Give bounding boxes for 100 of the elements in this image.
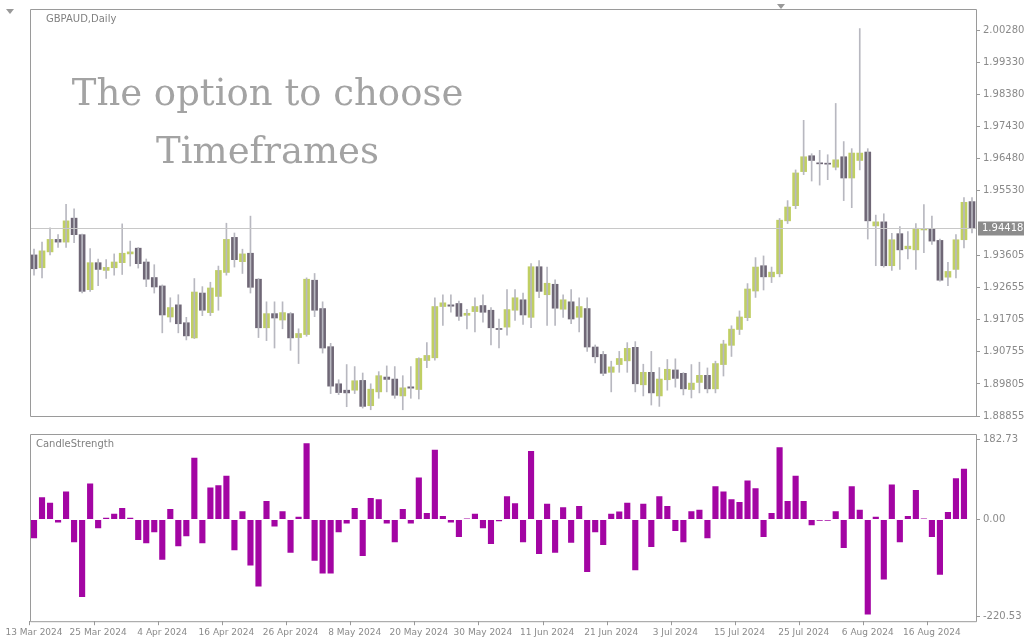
bar — [46, 502, 54, 519]
bar — [95, 519, 102, 529]
bar — [560, 507, 567, 519]
bar — [904, 515, 911, 519]
y-tick-label: -220.53 — [983, 609, 1022, 621]
x-tick-label: 3 Jul 2024 — [652, 626, 699, 637]
bar — [768, 512, 775, 519]
bar — [519, 519, 527, 543]
x-tick-label: 15 Jul 2024 — [714, 626, 766, 637]
bar — [936, 519, 943, 575]
bar — [183, 519, 190, 537]
bar — [656, 496, 663, 519]
bar — [87, 483, 94, 519]
x-tick-label: 20 May 2024 — [389, 626, 449, 637]
bar — [527, 451, 535, 519]
bar — [944, 512, 952, 519]
bar — [864, 519, 871, 615]
bar — [952, 478, 960, 519]
y-tick-label: 1.91705 — [983, 313, 1024, 325]
bar — [592, 519, 599, 533]
y-tick-label: 2.00280 — [983, 24, 1024, 36]
y-tick-label: 1.95530 — [983, 184, 1024, 196]
y-tick-label: 1.93605 — [983, 249, 1024, 261]
x-tick-label: 6 Aug 2024 — [841, 626, 894, 637]
bar — [624, 502, 631, 519]
bar — [415, 477, 422, 519]
bar — [367, 498, 374, 519]
y-tick-label: 1.99330 — [983, 56, 1024, 68]
bar — [784, 501, 791, 519]
ref-line-label: 1.94418 — [982, 222, 1024, 234]
x-tick-label: 30 May 2024 — [453, 626, 513, 637]
bar — [760, 519, 767, 538]
bar — [672, 519, 679, 531]
bar — [439, 515, 446, 519]
bar — [335, 519, 342, 533]
bar — [271, 519, 278, 527]
chart-title: CandleStrength — [36, 437, 114, 449]
bar — [375, 499, 382, 519]
bar — [487, 519, 495, 545]
bar — [223, 475, 230, 519]
bar — [680, 519, 687, 543]
y-tick-label: 0.00 — [983, 513, 1006, 525]
bar — [287, 519, 294, 553]
bar — [279, 511, 286, 519]
bar — [800, 501, 807, 519]
bar — [704, 519, 711, 539]
bar — [511, 503, 519, 519]
bar — [423, 512, 430, 519]
chart-title: GBPAUD,Daily — [46, 12, 117, 24]
bar — [584, 519, 591, 573]
bar — [54, 519, 62, 523]
bar — [143, 519, 150, 544]
annotation: The option to choose Timeframes — [70, 70, 465, 174]
bar — [608, 513, 615, 519]
bar — [832, 511, 839, 519]
x-tick-label: 11 Jun 2024 — [520, 626, 575, 637]
bar — [840, 519, 847, 548]
bar — [215, 485, 222, 519]
bar — [63, 491, 70, 519]
bar — [159, 519, 166, 560]
bar — [351, 508, 358, 519]
bar — [568, 519, 575, 543]
bar — [600, 519, 607, 545]
bar — [231, 519, 238, 551]
bar — [199, 519, 206, 544]
x-tick-label: 16 Aug 2024 — [903, 626, 961, 637]
bar — [872, 516, 879, 519]
bar — [544, 503, 551, 519]
x-tick-label: 21 Jun 2024 — [584, 626, 639, 637]
bar — [536, 519, 543, 555]
x-tick-label: 25 Mar 2024 — [69, 626, 127, 637]
bar — [119, 508, 126, 519]
bar — [447, 519, 454, 523]
bar — [303, 443, 310, 519]
bar — [311, 519, 318, 561]
bar — [167, 508, 174, 519]
y-tick-label: 1.90755 — [983, 345, 1024, 357]
bar — [503, 496, 511, 519]
bar — [848, 486, 855, 519]
bar — [552, 519, 559, 553]
bar — [239, 511, 246, 519]
bar — [648, 519, 655, 548]
y-tick-label: 1.92655 — [983, 281, 1024, 293]
bar — [455, 519, 462, 538]
x-tick-label: 4 Apr 2024 — [137, 626, 188, 637]
bar — [191, 457, 198, 519]
bar — [696, 509, 703, 519]
bar — [688, 511, 695, 519]
bar — [896, 519, 903, 543]
bar — [576, 505, 583, 519]
x-tick-label: 8 May 2024 — [328, 626, 382, 637]
bar — [471, 513, 479, 519]
bar — [79, 519, 86, 598]
bar — [71, 519, 78, 543]
bar — [664, 505, 671, 519]
bar — [359, 519, 366, 556]
y-tick-label: 1.96480 — [983, 152, 1024, 164]
bar — [640, 503, 647, 519]
bar — [111, 513, 118, 519]
bar — [38, 497, 46, 519]
